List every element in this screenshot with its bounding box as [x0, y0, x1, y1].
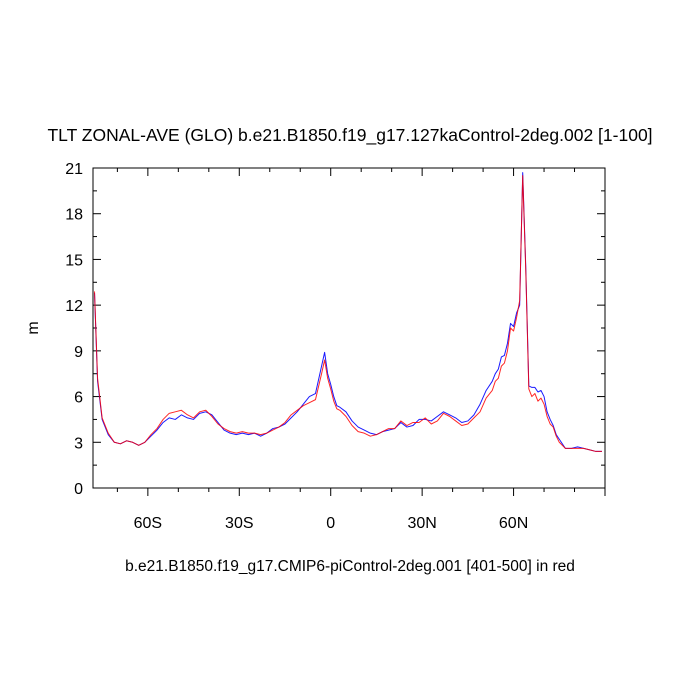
y-tick-label: 0 [74, 481, 83, 498]
x-tick-label: 0 [326, 515, 335, 532]
plot-area: 0 3 6 9 12 15 18 21 60S 30S 0 30N 60N [65, 161, 606, 532]
plot-frame [92, 167, 606, 489]
x-tick-label: 60N [499, 515, 528, 532]
y-tick-label: 15 [65, 252, 83, 269]
y-tick-label: 3 [74, 435, 83, 452]
series-lines [94, 172, 602, 452]
chart-caption: b.e21.B1850.f19_g17.CMIP6-piControl-2deg… [125, 558, 575, 575]
series-line-blue [94, 172, 602, 452]
x-tick-label: 30S [225, 515, 253, 532]
y-tick-label: 9 [74, 344, 83, 361]
y-tick-label: 18 [65, 207, 83, 224]
y-tick-label: 12 [65, 298, 83, 315]
series-line-red [94, 175, 602, 452]
x-tick-label: 60S [134, 515, 162, 532]
x-tick-label: 30N [407, 515, 436, 532]
x-axis: 60S 30S 0 30N 60N [116, 168, 606, 532]
y-axis-label: m [25, 321, 42, 334]
chart-title: TLT ZONAL-AVE (GLO) b.e21.B1850.f19_g17.… [47, 125, 652, 146]
y-tick-label: 21 [65, 161, 83, 178]
y-tick-label: 6 [74, 390, 83, 407]
